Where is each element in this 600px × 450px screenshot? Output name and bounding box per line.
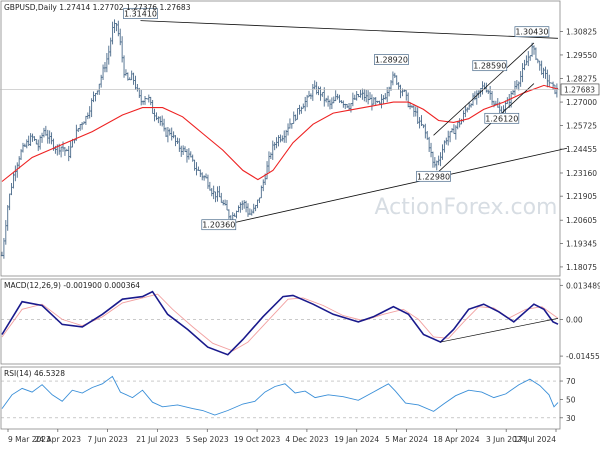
pivot-label: 1.28590 [473,62,506,71]
macd-axis: 0.013489 0.00 -0.014554 [560,281,600,361]
rsi-panel: RSI(14) 46.5328 70 50 30 [0,366,576,430]
trendline [433,83,535,177]
pivot-label: 1.26120 [485,114,518,123]
price-tick-label: 1.18075 [566,263,597,272]
macd-line [1,290,559,356]
time-tick-label: 4 Dec 2023 [285,435,328,444]
rsi-line [1,375,559,416]
macd-tick-label: 0.013489 [566,281,600,290]
rsi-tick-label: 30 [566,414,576,423]
rsi-axis: 70 50 30 [560,377,576,423]
price-panel: ActionForex.com 1.31410 1.20360 1.28920 1.2… [0,0,600,277]
time-tick-label: 21 Jul 2023 [136,435,179,444]
macd-header: MACD(12,26,9) -0.001900 0.000364 [4,281,140,290]
macd-tick-label: 0.00 [566,315,583,324]
price-tick-label: 1.24455 [566,145,597,154]
trendline [224,147,568,226]
pivot-label-box [123,8,158,19]
rsi-tick-label: 70 [566,377,576,386]
trendline [140,20,559,39]
watermark: ActionForex.com [375,195,558,220]
pivot-label: 1.31410 [124,10,157,19]
time-tick-label: 9 Mar 2023 [8,435,51,444]
price-tick-label: 1.20605 [566,216,597,225]
pivot-label-box [201,219,237,231]
time-tick-label: 5 Mar 2024 [385,435,428,444]
pivot-label: 1.20360 [202,221,235,230]
pivot-label: 1.30430 [515,28,548,37]
rsi-header: RSI(14) 46.5328 [4,369,65,378]
pivot-label: 1.22980 [417,172,450,181]
macd-tick-label: -0.014554 [566,352,600,361]
macd-trendline [440,318,559,343]
price-tick-label: 1.27000 [566,98,597,107]
macd-panel: MACD(12,26,9) -0.001900 0.000364 0.01348… [0,278,600,365]
price-tick-label: 1.25725 [566,122,597,131]
time-tick-label: 24 Apr 2023 [35,435,82,444]
time-tick-label: 19 Oct 2023 [234,435,281,444]
price-tick-label: 1.29550 [566,51,597,60]
price-tick-label: 1.19345 [566,239,597,248]
last-price-box [560,83,600,96]
pivot-label: 1.28920 [375,56,408,65]
pivot-label-box [374,54,409,65]
price-tick-label: 1.23160 [566,169,597,178]
pivot-label-box [484,112,520,124]
time-tick-label: 3 Jun 2024 [486,435,527,444]
pivot-label-box [416,170,451,182]
time-tick-label: 19 Jan 2024 [334,435,379,444]
price-tick-label: 1.28275 [566,75,597,84]
price-tick-label: 1.21905 [566,192,597,201]
price-axis: 1.30825 1.29550 1.28275 1.27000 1.25725 1.244… [560,27,597,272]
time-tick-label: 18 Apr 2024 [433,435,480,444]
time-tick-label: 7 Jun 2023 [87,435,128,444]
price-tick-label: 1.30825 [566,27,597,36]
moving-average-line [1,84,559,182]
time-tick-label: 17 Jul 2024 [514,435,557,444]
pivot-labels: 1.31410 1.20360 1.28920 1.22980 1.28590 1.261… [123,8,550,231]
pivot-label-box [472,60,508,72]
last-price-label: 1.27683 [564,85,595,94]
macd-signal-line [1,293,559,352]
rsi-tick-label: 50 [566,395,576,404]
pivot-label-box [514,26,550,38]
main-header: GBPUSD,Daily 1.27414 1.27702 1.27376 1.2… [4,3,191,12]
time-tick-label: 5 Sep 2023 [186,435,229,444]
